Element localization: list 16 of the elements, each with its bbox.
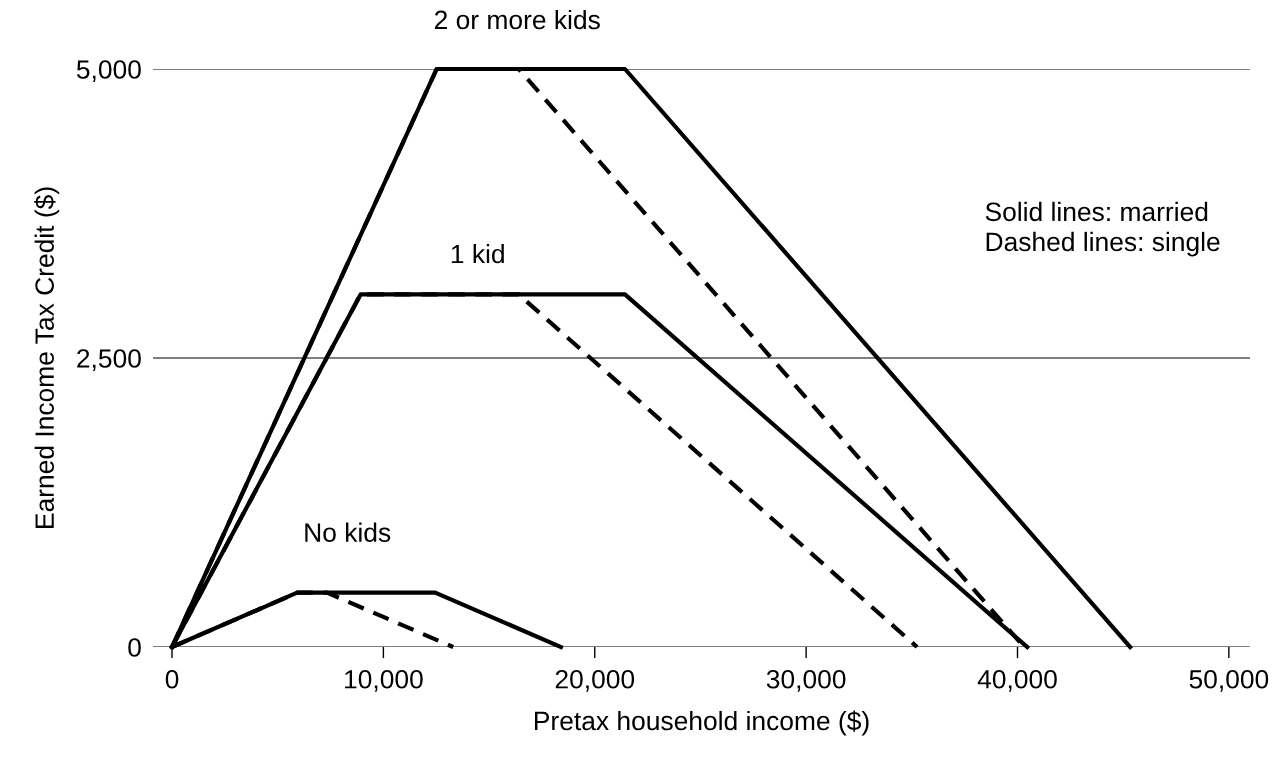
annotation: Solid lines: married xyxy=(985,201,1208,222)
x-tick-label: 10,000 xyxy=(345,669,423,692)
text: 2 or more kids xyxy=(434,9,600,30)
annotation: Dashed lines: single xyxy=(986,231,1220,257)
y-tick-label: 5,000 xyxy=(76,60,141,82)
y-axis-title: Earned Income Tax Credit ($) xyxy=(34,187,60,528)
x-tick-label: 20,000 xyxy=(555,669,635,692)
x-tick-label: 50,000 xyxy=(1189,669,1269,692)
y-tick-label: 2,500 xyxy=(77,349,141,371)
annotation: 1 kid xyxy=(451,243,504,264)
x-tick-label: 30,000 xyxy=(766,669,846,692)
y-tick-label: 0 xyxy=(128,638,141,657)
x-axis-title: Pretax household income ($) xyxy=(534,710,869,736)
x-tick-label: 40,000 xyxy=(977,669,1057,692)
x-tick-label: 0 xyxy=(165,669,179,689)
annotation: No kids xyxy=(305,522,391,542)
